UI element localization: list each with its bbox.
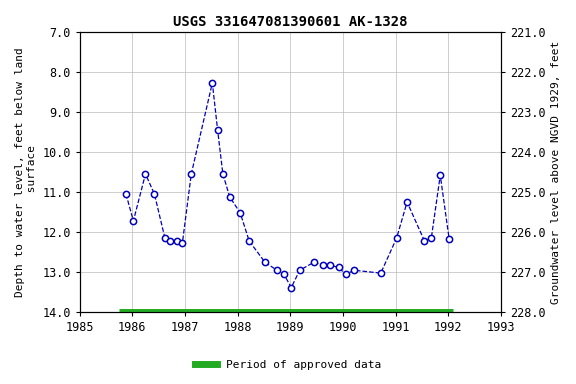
Legend: Period of approved data: Period of approved data — [191, 356, 385, 375]
Y-axis label: Depth to water level, feet below land
 surface: Depth to water level, feet below land su… — [15, 47, 37, 297]
Title: USGS 331647081390601 AK-1328: USGS 331647081390601 AK-1328 — [173, 15, 407, 29]
Y-axis label: Groundwater level above NGVD 1929, feet: Groundwater level above NGVD 1929, feet — [551, 40, 561, 304]
